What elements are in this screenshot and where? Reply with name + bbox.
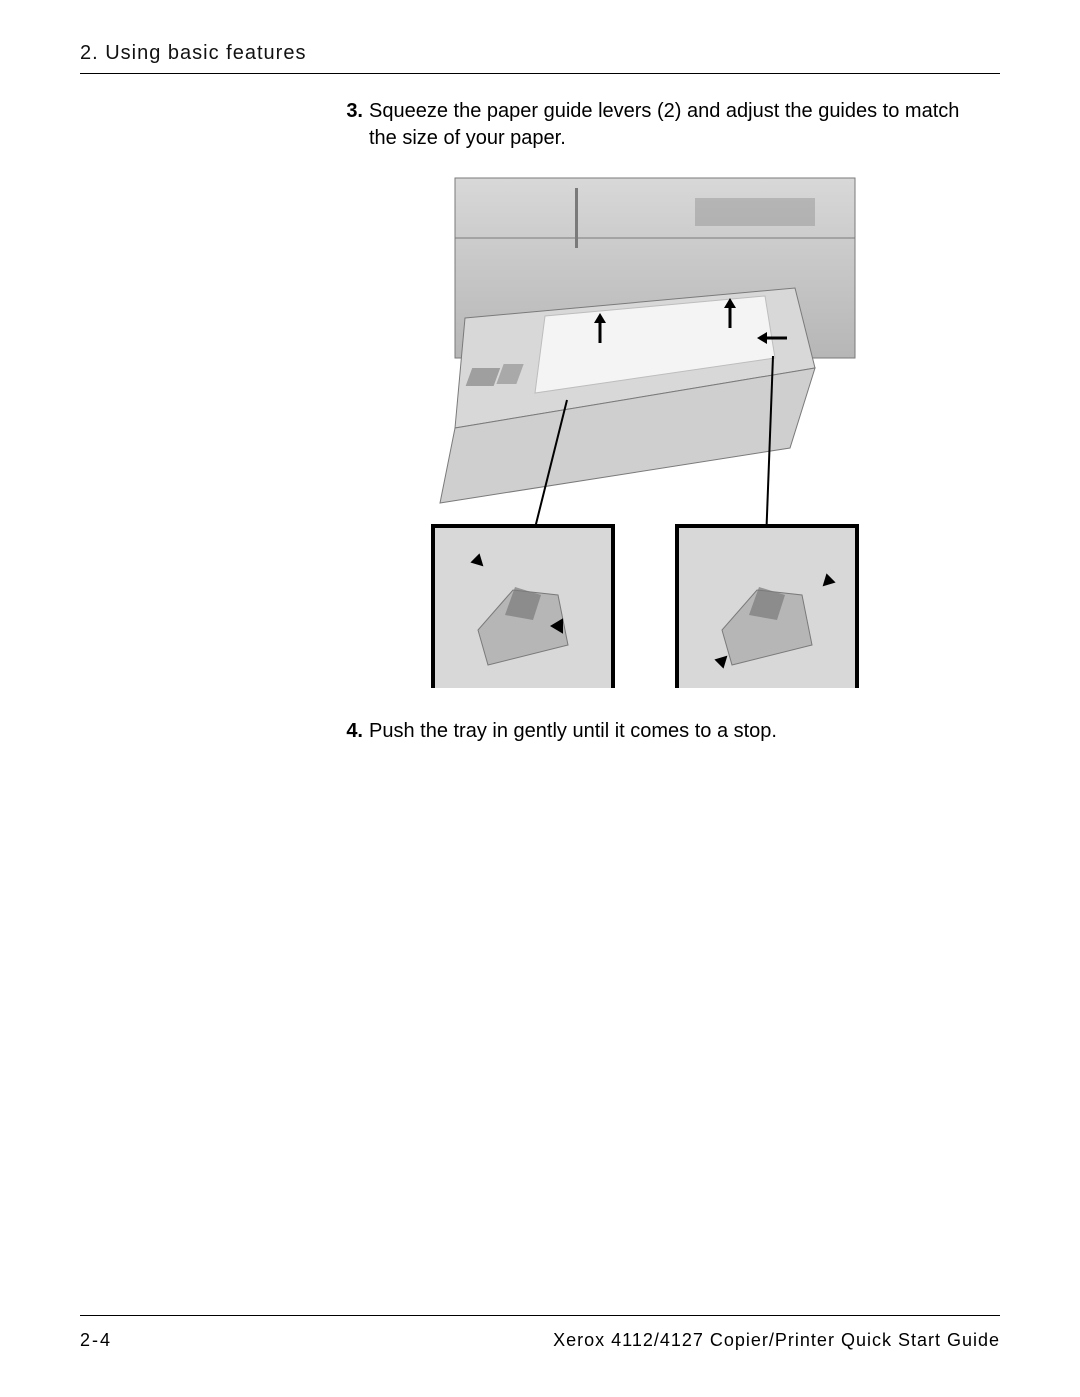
left-guide-detail bbox=[433, 526, 613, 688]
figure bbox=[395, 168, 975, 688]
step-number: 4. bbox=[335, 718, 363, 745]
step-text: Push the tray in gently until it comes t… bbox=[369, 718, 777, 745]
page-footer: 2-4 Xerox 4112/4127 Copier/Printer Quick… bbox=[80, 1315, 1000, 1351]
doc-title: Xerox 4112/4127 Copier/Printer Quick Sta… bbox=[553, 1330, 1000, 1351]
paper-tray-illustration bbox=[395, 168, 895, 688]
page-header: 2. Using basic features bbox=[80, 42, 1000, 74]
section-title: 2. Using basic features bbox=[80, 42, 306, 64]
content: 3. Squeeze the paper guide levers (2) an… bbox=[335, 98, 975, 745]
step-number: 3. bbox=[335, 98, 363, 125]
step-4: 4. Push the tray in gently until it come… bbox=[335, 718, 975, 745]
manual-page: 2. Using basic features 3. Squeeze the p… bbox=[0, 0, 1080, 1397]
right-guide-detail bbox=[677, 526, 857, 688]
step-3: 3. Squeeze the paper guide levers (2) an… bbox=[335, 98, 975, 152]
page-number: 2-4 bbox=[80, 1330, 112, 1351]
step-text: Squeeze the paper guide levers (2) and a… bbox=[369, 98, 975, 152]
